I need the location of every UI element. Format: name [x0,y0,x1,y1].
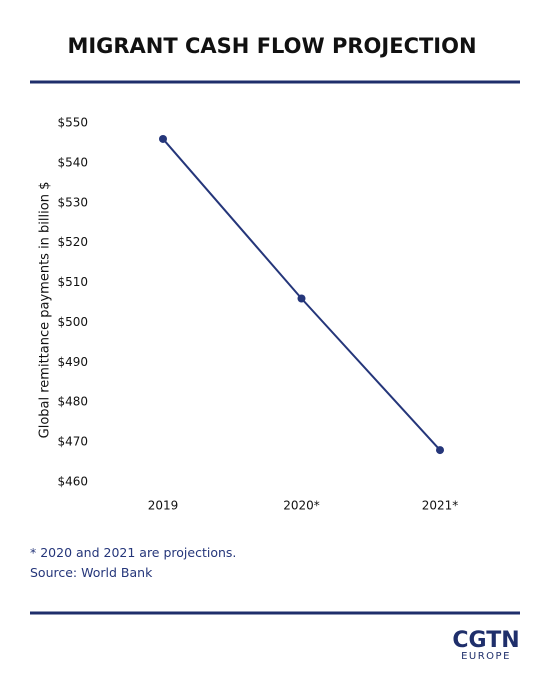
y-tick-label: $530 [57,195,88,209]
y-tick-label: $520 [57,235,88,249]
x-tick-label: 2021* [422,499,459,513]
point [436,446,444,455]
y-tick-label: $460 [57,475,88,489]
y-axis-title: Global remittance payments in billion $ [38,182,53,439]
chart-title: MIGRANT CASH FLOW PROJECTION [67,34,476,58]
y-tick-label: $510 [57,275,88,289]
x-tick-label: 2019 [148,499,179,513]
logo-region: EUROPE [461,651,511,662]
y-tick-label: $540 [57,155,88,169]
y-tick-label: $480 [57,395,88,409]
note: * 2020 and 2021 are projections. [30,545,236,560]
point [159,134,167,143]
y-tick-label: $550 [57,116,88,130]
y-tick-label: $490 [57,355,88,369]
y-tick-label: $470 [57,435,88,449]
x-tick-label: 2020* [283,499,320,513]
y-tick-label: $500 [57,315,88,329]
point [297,294,306,303]
source: Source: World Bank [30,565,153,580]
logo-name: CGTN [452,628,519,653]
